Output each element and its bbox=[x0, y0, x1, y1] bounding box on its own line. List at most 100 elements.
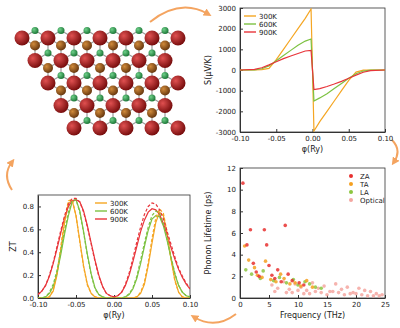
point bbox=[372, 294, 376, 298]
tick-mark bbox=[240, 298, 243, 299]
tick-mark bbox=[240, 233, 243, 234]
tick-mark bbox=[190, 295, 191, 298]
legend: ZATALAOptical bbox=[349, 173, 385, 205]
point bbox=[340, 288, 344, 292]
cycle-arrow bbox=[194, 314, 236, 323]
tick-label: 12 bbox=[227, 165, 236, 173]
tick-mark bbox=[152, 295, 153, 298]
atom-medium bbox=[160, 41, 170, 51]
tick: 15 bbox=[323, 295, 332, 309]
point bbox=[283, 224, 287, 228]
x-axis: 0510152025 bbox=[238, 295, 390, 309]
atom-medium bbox=[95, 108, 105, 118]
tick-label: 0.00 bbox=[305, 135, 321, 143]
tick-label: 20 bbox=[352, 301, 361, 309]
tick: 12 bbox=[227, 165, 243, 173]
tick-mark bbox=[38, 229, 41, 230]
point bbox=[273, 277, 277, 281]
atom-large bbox=[145, 31, 160, 46]
tick: 0.00 bbox=[305, 129, 321, 143]
point bbox=[293, 281, 297, 285]
legend: 300K600K900K bbox=[244, 13, 277, 37]
atom-medium bbox=[69, 63, 79, 73]
legend-label: 900K bbox=[110, 216, 128, 224]
tick: 0.4 bbox=[23, 249, 41, 257]
point bbox=[357, 286, 361, 290]
point bbox=[252, 262, 256, 266]
cycle-arrow bbox=[392, 140, 398, 162]
point bbox=[279, 272, 283, 276]
point bbox=[249, 228, 253, 232]
tick-mark bbox=[240, 132, 243, 133]
atom-large bbox=[145, 121, 160, 136]
point bbox=[325, 293, 329, 297]
atom-medium bbox=[56, 86, 66, 96]
atom-large bbox=[106, 98, 121, 113]
atom-large bbox=[93, 76, 108, 91]
x-axis-title: φ(Ry) bbox=[302, 145, 323, 154]
legend-label: 300K bbox=[110, 200, 128, 208]
atom-small bbox=[123, 95, 130, 102]
tick-mark bbox=[38, 206, 41, 207]
atom-large bbox=[171, 76, 186, 91]
tick-mark bbox=[385, 295, 386, 298]
point bbox=[282, 277, 286, 281]
atom-large bbox=[80, 53, 95, 68]
point bbox=[276, 286, 280, 290]
atom-large bbox=[67, 76, 82, 91]
tick-label: 0.2 bbox=[23, 272, 34, 280]
point bbox=[322, 284, 326, 288]
legend-swatch bbox=[244, 23, 256, 24]
point bbox=[261, 269, 265, 273]
point bbox=[263, 228, 267, 232]
point bbox=[319, 286, 323, 290]
legend-swatch bbox=[95, 218, 107, 219]
point bbox=[314, 290, 318, 294]
tick: 0.2 bbox=[23, 272, 41, 280]
point bbox=[279, 280, 283, 284]
series-line bbox=[240, 39, 385, 101]
tick-label: 3000 bbox=[218, 5, 236, 13]
tick: 0.8 bbox=[23, 203, 41, 211]
tick-label: 6 bbox=[232, 230, 237, 238]
series-line bbox=[240, 50, 385, 89]
tick-mark bbox=[298, 295, 299, 298]
tick: -0.05 bbox=[268, 129, 286, 143]
point bbox=[274, 280, 278, 284]
point bbox=[334, 282, 338, 286]
tick: 10 bbox=[227, 186, 243, 194]
tick: 2 bbox=[232, 273, 243, 281]
tick-label: 1000 bbox=[218, 46, 236, 54]
atom-small bbox=[110, 27, 117, 34]
tick: 1000 bbox=[218, 46, 243, 54]
atom-medium bbox=[121, 108, 131, 118]
atom-small bbox=[84, 72, 91, 79]
atom-small bbox=[162, 72, 169, 79]
axis-line bbox=[38, 196, 39, 299]
legend-swatch bbox=[95, 210, 107, 211]
atom-large bbox=[54, 98, 69, 113]
atom-large bbox=[106, 53, 121, 68]
plot-frame bbox=[38, 195, 190, 298]
tick-mark bbox=[240, 168, 243, 169]
atom-small bbox=[58, 27, 65, 34]
atom-small bbox=[58, 72, 65, 79]
atom-small bbox=[162, 27, 169, 34]
point bbox=[377, 294, 381, 298]
point bbox=[264, 259, 268, 263]
x-axis-title: φ(Ry) bbox=[103, 311, 124, 320]
point bbox=[308, 282, 312, 286]
tick: 5 bbox=[267, 295, 271, 309]
point bbox=[269, 278, 273, 282]
point bbox=[296, 289, 300, 293]
point bbox=[265, 243, 269, 247]
tick-label: 2 bbox=[232, 273, 236, 281]
tick-label: 0.05 bbox=[341, 135, 357, 143]
atom-large bbox=[67, 121, 82, 136]
atom-medium bbox=[95, 63, 105, 73]
point bbox=[253, 266, 257, 270]
atom-small bbox=[84, 117, 91, 124]
plot-frame bbox=[240, 168, 385, 298]
tick-label: 10 bbox=[227, 186, 236, 194]
point bbox=[331, 290, 335, 294]
